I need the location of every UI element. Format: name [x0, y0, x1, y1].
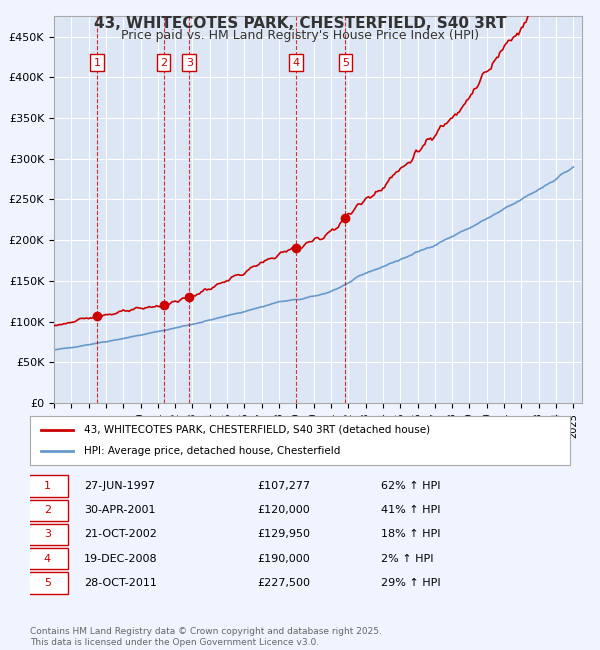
Text: 29% ↑ HPI: 29% ↑ HPI [381, 578, 440, 588]
Text: 2: 2 [160, 58, 167, 68]
Text: 41% ↑ HPI: 41% ↑ HPI [381, 505, 440, 515]
Text: 4: 4 [44, 554, 51, 564]
FancyBboxPatch shape [28, 572, 68, 593]
Text: 19-DEC-2008: 19-DEC-2008 [84, 554, 158, 564]
FancyBboxPatch shape [28, 475, 68, 497]
Text: 4: 4 [292, 58, 299, 68]
FancyBboxPatch shape [28, 500, 68, 521]
FancyBboxPatch shape [28, 524, 68, 545]
Text: 18% ↑ HPI: 18% ↑ HPI [381, 530, 440, 540]
Text: 30-APR-2001: 30-APR-2001 [84, 505, 155, 515]
Text: 2% ↑ HPI: 2% ↑ HPI [381, 554, 433, 564]
Text: 5: 5 [342, 58, 349, 68]
Text: 21-OCT-2002: 21-OCT-2002 [84, 530, 157, 540]
Text: £190,000: £190,000 [257, 554, 310, 564]
Text: 28-OCT-2011: 28-OCT-2011 [84, 578, 157, 588]
Text: 1: 1 [94, 58, 101, 68]
Text: HPI: Average price, detached house, Chesterfield: HPI: Average price, detached house, Ches… [84, 446, 340, 456]
Text: £227,500: £227,500 [257, 578, 310, 588]
Text: 27-JUN-1997: 27-JUN-1997 [84, 481, 155, 491]
FancyBboxPatch shape [28, 548, 68, 569]
Text: 1: 1 [44, 481, 51, 491]
Text: 62% ↑ HPI: 62% ↑ HPI [381, 481, 440, 491]
Text: 3: 3 [44, 530, 51, 540]
Text: 43, WHITECOTES PARK, CHESTERFIELD, S40 3RT (detached house): 43, WHITECOTES PARK, CHESTERFIELD, S40 3… [84, 424, 430, 435]
Text: 43, WHITECOTES PARK, CHESTERFIELD, S40 3RT: 43, WHITECOTES PARK, CHESTERFIELD, S40 3… [94, 16, 506, 31]
Text: £107,277: £107,277 [257, 481, 310, 491]
Text: Price paid vs. HM Land Registry's House Price Index (HPI): Price paid vs. HM Land Registry's House … [121, 29, 479, 42]
Text: 3: 3 [186, 58, 193, 68]
Text: £129,950: £129,950 [257, 530, 310, 540]
Text: 5: 5 [44, 578, 51, 588]
Text: Contains HM Land Registry data © Crown copyright and database right 2025.
This d: Contains HM Land Registry data © Crown c… [30, 627, 382, 647]
Text: £120,000: £120,000 [257, 505, 310, 515]
Text: 2: 2 [44, 505, 51, 515]
